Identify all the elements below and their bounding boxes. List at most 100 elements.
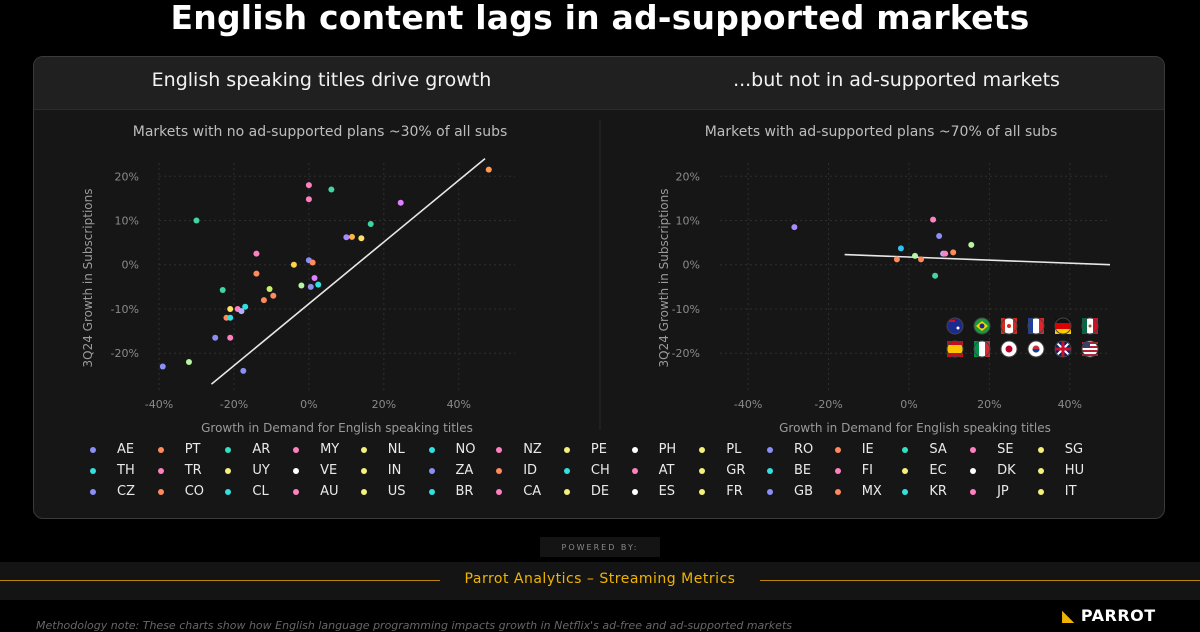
- japan-flag: [1000, 340, 1018, 358]
- x-tick-label: 0%: [900, 398, 917, 411]
- chart-no-ads: Markets with no ad-supported plans ~30% …: [81, 124, 515, 435]
- x-axis-label: Growth in Demand for English speaking ti…: [201, 421, 473, 435]
- data-point: [932, 272, 939, 279]
- flag-band: [1028, 318, 1033, 334]
- data-point: [930, 216, 937, 223]
- legend-label: EC: [929, 463, 947, 478]
- legend-label: ZA: [455, 463, 474, 478]
- legend-item: AU: [293, 484, 339, 499]
- legend-item: CH: [563, 463, 610, 478]
- legend-item: FI: [834, 463, 873, 478]
- legend-item: CO: [157, 484, 204, 499]
- uk-flag: [1054, 340, 1072, 358]
- data-point: [253, 270, 260, 277]
- left-panel-title: English speaking titles drive growth: [151, 69, 492, 91]
- legend-marker: [902, 446, 909, 453]
- footer-band: Parrot Analytics – Streaming Metrics: [0, 562, 1200, 600]
- legend-label: NO: [455, 442, 476, 457]
- legend-item: FR: [699, 484, 743, 499]
- legend-label: AT: [658, 463, 675, 478]
- flag-border: [1027, 340, 1045, 358]
- data-point: [397, 199, 404, 206]
- legend-item: NL: [360, 442, 405, 457]
- legend-item: GR: [699, 463, 745, 478]
- data-point: [897, 245, 904, 252]
- legend-marker: [834, 467, 841, 474]
- legend-label: SA: [929, 442, 947, 457]
- legend-item: PH: [631, 442, 676, 457]
- legend-marker: [970, 488, 977, 495]
- flag-stripe: [1082, 350, 1098, 352]
- legend-marker: [360, 488, 367, 495]
- legend-label: CO: [184, 484, 204, 499]
- legend-item: CA: [496, 484, 541, 499]
- flag-band: [974, 341, 979, 357]
- data-point: [227, 334, 234, 341]
- legend-marker: [360, 446, 367, 453]
- legend-label: FI: [861, 463, 873, 478]
- legend-marker: [767, 467, 773, 474]
- y-tick-label: 0%: [122, 259, 139, 272]
- right-panel-title: ...but not in ad-supported markets: [733, 69, 1060, 91]
- data-point: [307, 283, 314, 290]
- y-tick-label: 20%: [676, 170, 700, 183]
- legend-item: PL: [699, 442, 741, 457]
- data-point: [227, 314, 234, 321]
- legend-marker: [157, 488, 164, 495]
- powered-by: POWERED BY:: [540, 537, 660, 557]
- legend-item: SE: [970, 442, 1014, 457]
- legend-item: ID: [496, 463, 537, 478]
- flag-band: [947, 353, 963, 357]
- legend-marker: [293, 467, 300, 474]
- footer-rule-right: [760, 580, 1200, 581]
- brand-logo: ◣ PARROT: [1062, 606, 1156, 625]
- chart-title: Markets with no ad-supported plans ~30% …: [133, 124, 508, 140]
- legend-item: SA: [902, 442, 947, 457]
- data-point: [311, 275, 318, 281]
- legend-label: CH: [590, 463, 610, 478]
- legend-label: CA: [523, 484, 542, 499]
- chart-ads: Markets with ad-supported plans ~70% of …: [657, 124, 1111, 435]
- legend-item: KR: [902, 484, 947, 499]
- australia-flag: [946, 317, 964, 335]
- legend-label: DK: [997, 463, 1016, 478]
- legend-marker: [1037, 467, 1044, 474]
- legend-label: MX: [861, 484, 882, 499]
- legend-item: BR: [428, 484, 473, 499]
- flag-emblem: [1088, 324, 1092, 328]
- y-tick-label: -10%: [111, 303, 139, 316]
- flag-border: [946, 340, 964, 358]
- data-point: [791, 224, 798, 231]
- x-tick-label: 0%: [300, 398, 317, 411]
- legend-marker: [90, 446, 96, 453]
- brand-name: PARROT: [1080, 606, 1156, 625]
- legend-label: TR: [184, 463, 202, 478]
- legend-item: ES: [631, 484, 675, 499]
- legend-label: PT: [184, 442, 201, 457]
- legend-marker: [767, 446, 773, 453]
- data-point: [298, 282, 305, 289]
- legend-marker: [699, 446, 706, 453]
- legend-label: HU: [1064, 463, 1085, 478]
- flag-stripe: [1082, 354, 1098, 356]
- legend-marker: [428, 467, 435, 474]
- legend-label: KR: [929, 484, 947, 499]
- legend-item: HU: [1037, 463, 1085, 478]
- legend-label: RO: [794, 442, 814, 457]
- legend-item: DK: [970, 463, 1016, 478]
- data-point: [305, 182, 312, 189]
- flag-border: [1054, 317, 1072, 335]
- legend-label: AE: [117, 442, 135, 457]
- legend-label: NZ: [523, 442, 542, 457]
- france-flag: [1027, 317, 1045, 335]
- us-flag: [1081, 340, 1099, 358]
- y-axis-label: 3Q24 Growth in Subscriptions: [657, 189, 671, 368]
- data-point: [918, 256, 925, 263]
- flag-legend: [946, 317, 1099, 358]
- legend-item: DE: [563, 484, 609, 499]
- legend-item: AT: [631, 463, 675, 478]
- legend-item: IE: [834, 442, 874, 457]
- legend-marker: [631, 467, 638, 474]
- flag-cross: [1061, 341, 1065, 357]
- legend-item: US: [360, 484, 406, 499]
